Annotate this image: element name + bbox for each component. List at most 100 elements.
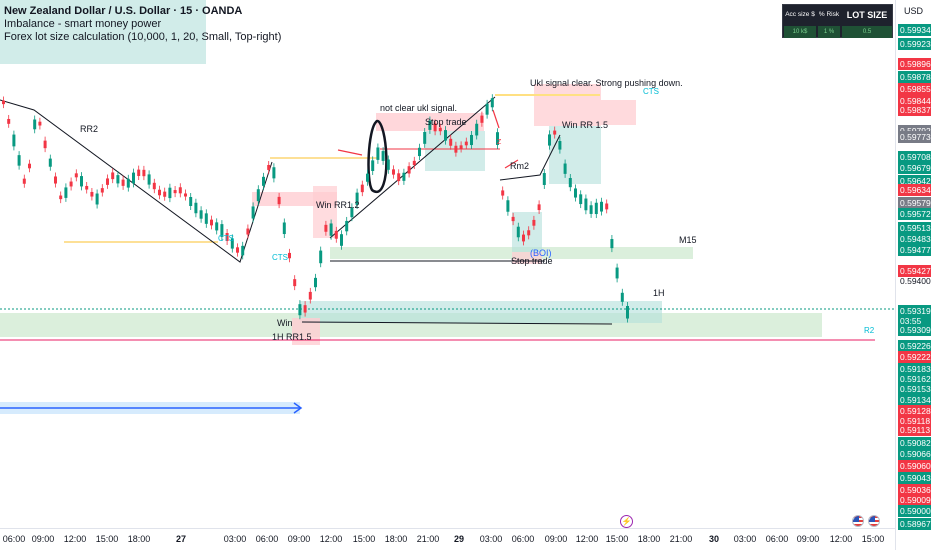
lot-size-value: 0.5	[842, 26, 892, 38]
candle	[2, 100, 5, 105]
indicator-zone	[0, 0, 206, 64]
candle	[340, 234, 343, 246]
time-tick: 15:00	[605, 534, 629, 544]
time-axis[interactable]: 06:00 09:00 12:00 15:00 18:00 27 03:00 06:00 09:…	[0, 528, 895, 550]
trend-mid	[499, 134, 561, 181]
candle	[230, 238, 234, 249]
candle	[298, 304, 302, 316]
candle	[272, 167, 276, 179]
annot-stop-trade-2: Stop trade	[511, 256, 553, 266]
candle	[490, 98, 494, 108]
indicator-lot-size[interactable]: Forex lot size calculation (10,000, 1, 2…	[4, 31, 282, 43]
price-label: 0.59708	[898, 151, 931, 163]
candle	[589, 205, 593, 214]
annot-1h-rr15: 1H RR1.5	[272, 332, 312, 342]
time-tick: 03:00	[479, 534, 503, 544]
time-tick: 06:00	[2, 534, 26, 544]
annot-ukl-clear: Ukl signal clear. Strong pushing down.	[530, 78, 683, 88]
candle	[184, 193, 187, 197]
time-tick: 03:00	[733, 534, 757, 544]
price-label: 0.59923	[898, 38, 931, 50]
time-tick: 18:00	[637, 534, 661, 544]
price-axis[interactable]: USD 0.59934 0.59923 0.59896 0.59878 0.59855 0…	[895, 0, 932, 550]
time-tick: 15:00	[352, 534, 376, 544]
candle	[574, 188, 577, 198]
us-flag-icon[interactable]	[852, 515, 864, 527]
chart-area[interactable]: New Zealand Dollar / U.S. Dollar · 15 · …	[0, 0, 895, 528]
rr2-trend	[0, 99, 273, 263]
candle	[38, 121, 42, 126]
price-label: 0.59009	[898, 494, 931, 506]
candle	[470, 134, 473, 146]
price-label: 0.59513	[898, 222, 931, 234]
red-arrow-2	[492, 109, 500, 129]
time-tick: 09:00	[544, 534, 568, 544]
candle	[12, 134, 16, 147]
annot-win-rr15-top: Win RR 1.5	[562, 120, 609, 130]
candle	[350, 207, 354, 218]
candle	[7, 118, 11, 124]
candle	[54, 176, 57, 184]
indicator-imbalance[interactable]: Imbalance - smart money power	[4, 18, 162, 30]
candle	[288, 252, 291, 259]
time-tick: 12:00	[319, 534, 343, 544]
candle	[381, 151, 385, 161]
annot-not-clear: not clear ukl signal.	[380, 103, 458, 113]
candle	[480, 115, 484, 123]
zone-m15	[330, 247, 693, 259]
lightning-icon[interactable]: ⚡	[620, 515, 633, 528]
red-arrow-1	[337, 149, 363, 156]
annot-m15: M15	[679, 235, 697, 245]
zone-red-right-2	[601, 100, 636, 125]
candle	[282, 222, 286, 235]
symbol-title[interactable]: New Zealand Dollar / U.S. Dollar · 15 · …	[4, 5, 243, 17]
candle	[241, 245, 245, 256]
price-label: 0.59113	[898, 424, 931, 436]
candle	[168, 187, 172, 199]
price-label: 0.59679	[898, 162, 931, 174]
candle	[277, 196, 281, 205]
candle	[194, 202, 198, 214]
candle	[386, 159, 390, 170]
candle	[516, 226, 520, 238]
zone-red-right	[534, 84, 601, 126]
annot-cts-2: CTS	[272, 253, 288, 262]
time-tick: 30	[708, 534, 720, 544]
annot-1h: 1H	[653, 288, 665, 298]
currency-label[interactable]: USD	[904, 6, 924, 16]
candle	[584, 198, 588, 211]
price-label: 0.59634	[898, 184, 931, 196]
us-flag-icon-2[interactable]	[868, 515, 880, 527]
candle	[126, 178, 130, 188]
annot-rr2: RR2	[80, 124, 99, 134]
time-tick: 12:00	[575, 534, 599, 544]
candle	[59, 195, 63, 200]
annot-z: Z	[497, 139, 502, 146]
price-chart[interactable]	[0, 0, 895, 528]
candle	[173, 190, 177, 194]
price-label: 0.59427	[898, 265, 931, 277]
price-label: 0.59572	[898, 208, 931, 220]
time-tick: 09:00	[796, 534, 820, 544]
time-tick: 09:00	[31, 534, 55, 544]
zone-1h-upper	[300, 301, 662, 323]
candle	[568, 178, 572, 188]
price-label: 0.58967	[898, 518, 931, 530]
time-tick: 27	[175, 534, 187, 544]
price-label: 0.59222	[898, 351, 931, 363]
acc-size-value: 10 k$	[784, 26, 816, 38]
price-label: 0.59066	[898, 448, 931, 460]
candle	[116, 175, 120, 184]
candle	[236, 247, 239, 253]
candle	[600, 201, 603, 212]
price-label: 0.59134	[898, 394, 931, 406]
price-label: 0.59226	[898, 340, 931, 352]
candle	[485, 103, 489, 115]
candle	[620, 292, 624, 302]
candle	[80, 176, 83, 187]
time-tick: 09:00	[287, 534, 311, 544]
candle	[308, 291, 312, 300]
candle	[615, 267, 619, 279]
price-label: 0.59309	[898, 324, 931, 336]
price-label: 0.59060	[898, 460, 931, 472]
